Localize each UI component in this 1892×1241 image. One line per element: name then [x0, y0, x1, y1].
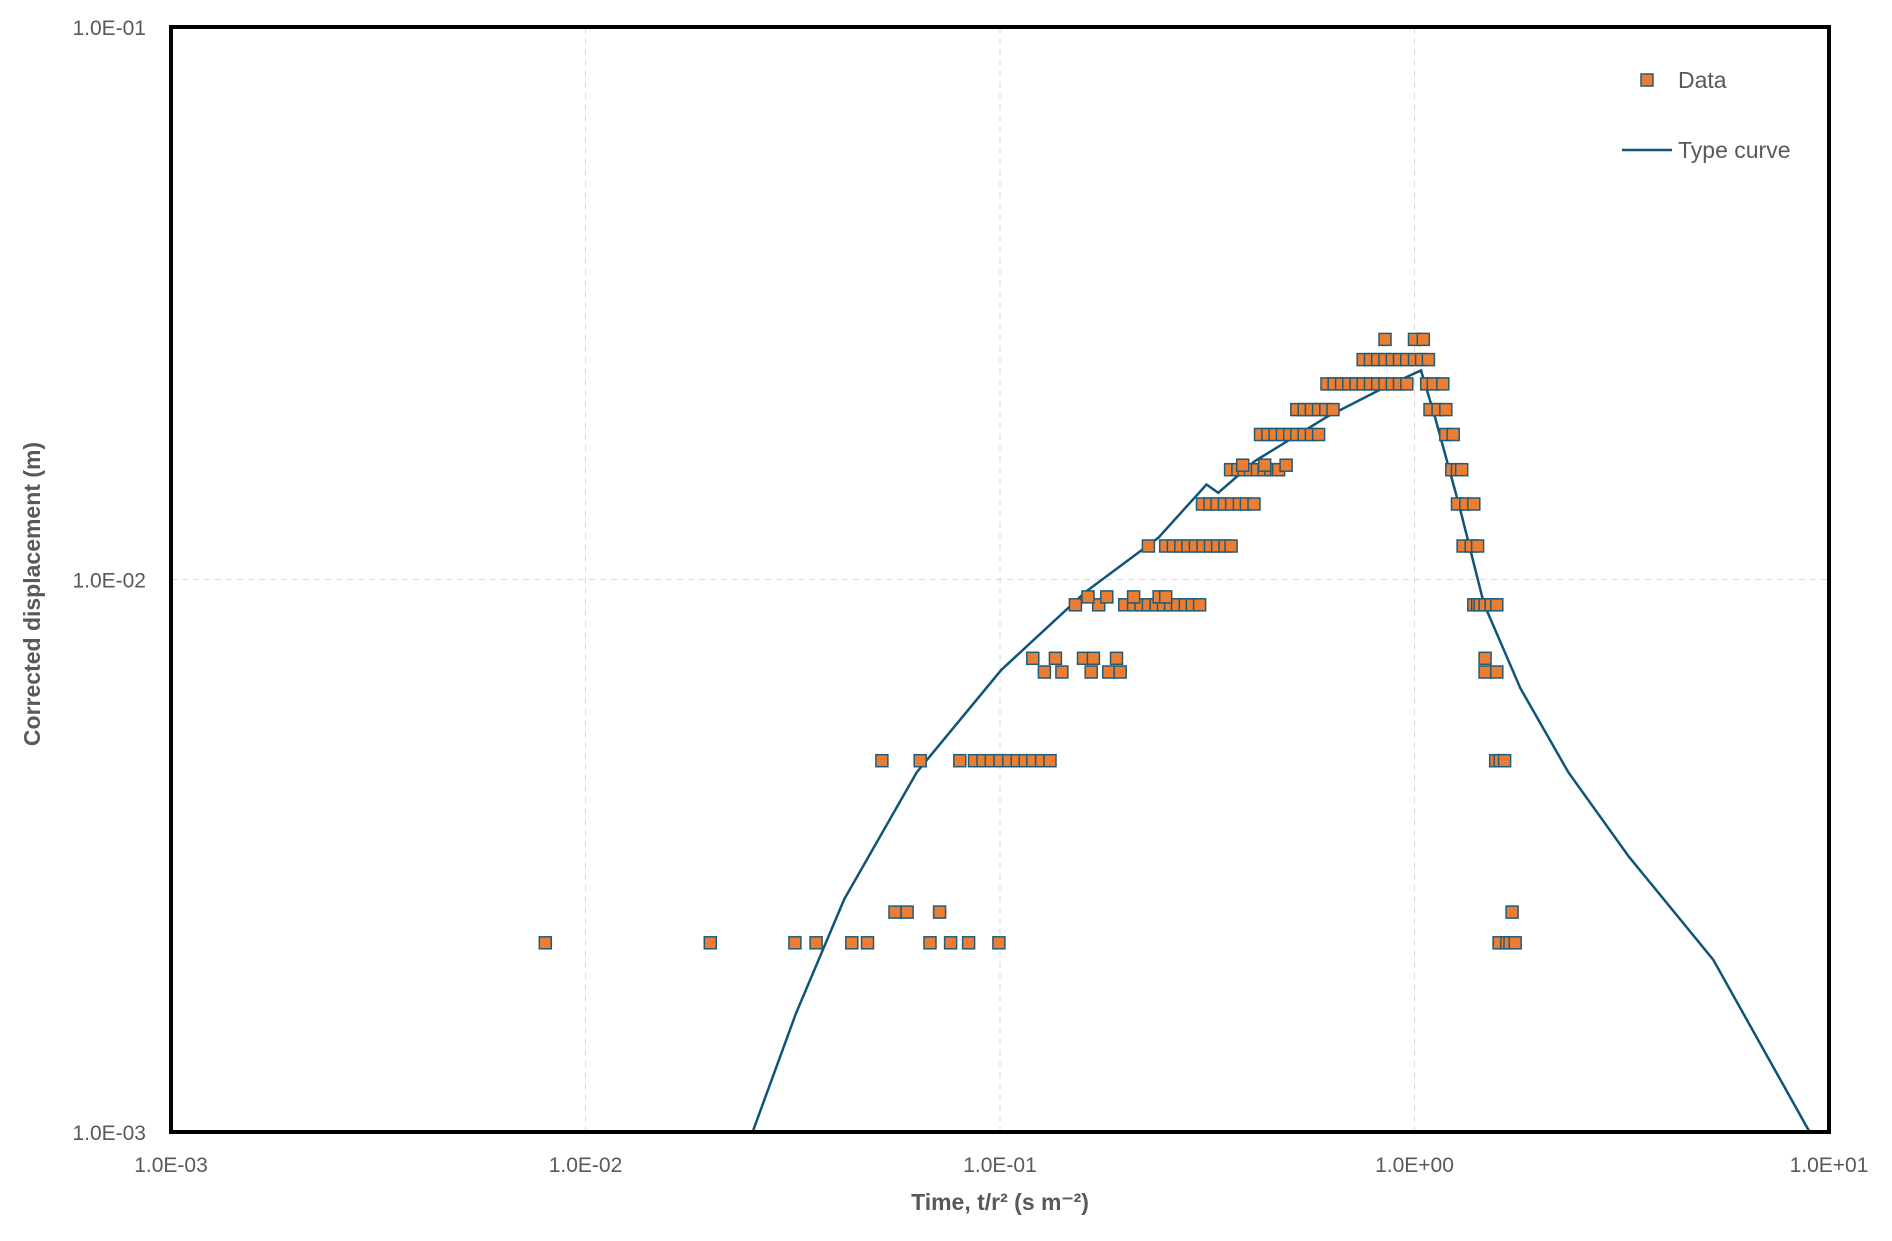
- data-point: [860, 936, 875, 950]
- x-tick-label: 1.0E+00: [1375, 1154, 1454, 1177]
- data-point: [923, 936, 937, 950]
- data-point: [1467, 497, 1481, 511]
- x-axis-ticks: 1.0E-03 1.0E-02 1.0E-01 1.0E+00 1.0E+01: [134, 1154, 1868, 1177]
- data-point: [1109, 651, 1124, 666]
- data-point: [809, 936, 823, 950]
- data-point: [845, 936, 859, 950]
- data-point: [1257, 458, 1272, 472]
- data-point: [1037, 665, 1052, 679]
- data-point: [1247, 497, 1261, 511]
- legend-data-marker: [1640, 73, 1654, 87]
- y-tick-label: 1.0E-02: [72, 570, 146, 593]
- data-point: [1508, 936, 1522, 950]
- data-point: [1421, 352, 1436, 367]
- data-point: [1436, 377, 1450, 391]
- data-point: [1113, 665, 1127, 679]
- data-point: [961, 936, 976, 950]
- data-point: [1478, 665, 1492, 679]
- x-tick-label: 1.0E-03: [134, 1154, 208, 1177]
- legend: Data Type curve: [1622, 67, 1791, 163]
- data-point: [1055, 665, 1069, 679]
- data-point: [1141, 539, 1156, 553]
- type-curve-line: [751, 368, 1811, 1133]
- data-point: [1081, 590, 1095, 604]
- data-point: [1446, 427, 1460, 442]
- data-point: [1158, 590, 1173, 604]
- data-point: [1497, 753, 1512, 768]
- y-tick-label: 1.0E-01: [72, 17, 146, 40]
- grid: [171, 27, 1829, 1132]
- data-point: [1068, 598, 1083, 612]
- data-point: [1505, 905, 1519, 919]
- data-point: [788, 936, 802, 950]
- legend-curve-label: Type curve: [1678, 137, 1791, 163]
- y-tick-label: 1.0E-03: [72, 1122, 146, 1145]
- data-point: [992, 936, 1006, 950]
- data-point: [1478, 651, 1492, 666]
- data-point: [1043, 753, 1057, 768]
- data-point: [888, 905, 902, 919]
- data-point: [913, 753, 927, 768]
- data-point: [943, 936, 958, 950]
- data-point: [538, 936, 553, 950]
- y-axis-ticks: 1.0E-03 1.0E-02 1.0E-01: [72, 17, 146, 1145]
- data-point: [900, 905, 914, 919]
- data-point: [953, 753, 967, 768]
- data-point: [1311, 427, 1326, 442]
- data-point: [1100, 590, 1114, 604]
- data-point: [1416, 332, 1431, 347]
- plot-frame: [169, 25, 1831, 1134]
- data-point: [1026, 651, 1040, 666]
- data-markers-layer: [538, 332, 1522, 950]
- data-point: [1439, 402, 1453, 417]
- data-point: [1224, 539, 1238, 553]
- data-point: [1048, 651, 1063, 666]
- data-point: [1378, 332, 1392, 347]
- y-axis-title: Corrected displacement (m): [19, 442, 45, 746]
- data-point: [1400, 377, 1414, 391]
- legend-data-label: Data: [1678, 67, 1727, 93]
- data-point: [1470, 539, 1485, 553]
- x-tick-label: 1.0E+01: [1790, 1154, 1869, 1177]
- x-axis-title: Time, t/r² (s m⁻²): [911, 1189, 1089, 1215]
- data-point: [875, 753, 889, 768]
- data-point: [1326, 402, 1340, 417]
- data-point: [1235, 458, 1250, 472]
- data-point: [1102, 665, 1116, 679]
- data-point: [1454, 462, 1469, 477]
- data-point: [1192, 598, 1207, 612]
- x-tick-label: 1.0E-01: [963, 1154, 1037, 1177]
- data-point: [1279, 458, 1293, 472]
- data-point: [1126, 590, 1141, 604]
- data-point: [932, 905, 947, 919]
- x-tick-label: 1.0E-02: [549, 1154, 623, 1177]
- type-curve-layer: [751, 368, 1811, 1133]
- data-point: [1084, 665, 1098, 679]
- data-point: [1490, 665, 1504, 679]
- data-point: [1490, 598, 1504, 612]
- data-point: [703, 936, 718, 950]
- data-point: [1086, 651, 1101, 666]
